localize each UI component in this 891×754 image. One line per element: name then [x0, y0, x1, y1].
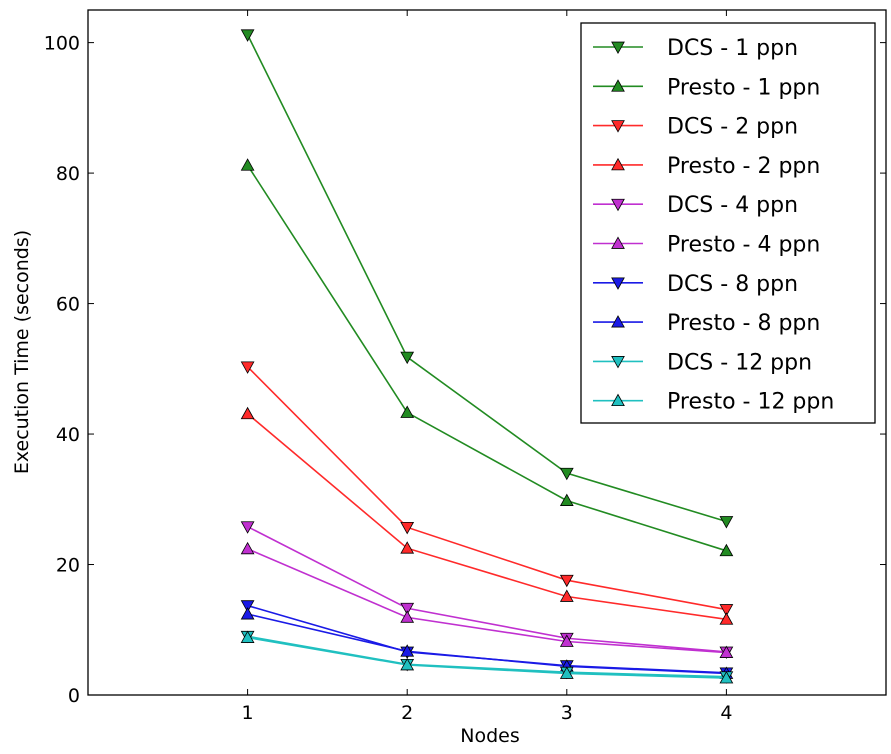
series-line [247, 604, 727, 674]
data-point [719, 516, 734, 529]
series-line [247, 548, 727, 654]
legend-box [580, 22, 876, 424]
y-tick-label: 0 [68, 685, 80, 707]
x-tick-label: 3 [561, 702, 573, 724]
series-line [247, 635, 727, 678]
series-line [247, 525, 727, 653]
data-point [559, 467, 574, 481]
data-point [559, 634, 574, 647]
data-point [400, 610, 415, 623]
data-point [719, 543, 734, 557]
data-point [719, 671, 734, 684]
legend-marker [611, 315, 625, 328]
legend-item: DCS - 2 ppn [593, 115, 798, 140]
data-point [719, 645, 734, 658]
legend-label: Presto - 4 ppn [667, 233, 820, 258]
legend-label: DCS - 4 ppn [667, 193, 798, 218]
data-point [240, 521, 255, 534]
series-line [247, 636, 727, 679]
legend-label: Presto - 1 ppn [667, 75, 820, 100]
legend-marker [611, 157, 625, 171]
legend-label: Presto - 8 ppn [667, 311, 820, 336]
legend-item: Presto - 4 ppn [593, 233, 820, 258]
legend-label: DCS - 8 ppn [667, 272, 798, 297]
data-point [559, 493, 574, 506]
data-point [400, 521, 415, 535]
series-line [247, 366, 727, 611]
y-tick-label: 80 [56, 163, 80, 185]
series-line [247, 613, 727, 675]
x-tick-label: 1 [242, 702, 254, 724]
legend-label: DCS - 12 ppn [667, 350, 812, 375]
y-tick-label: 40 [56, 424, 80, 446]
data-point [559, 666, 574, 679]
data-point [400, 541, 415, 554]
data-point [400, 405, 415, 418]
data-point [559, 589, 574, 602]
legend-marker [611, 236, 625, 249]
data-point [400, 644, 415, 657]
y-tick-label: 100 [44, 33, 80, 55]
data-point [240, 541, 255, 555]
legend-item: Presto - 1 ppn [593, 75, 820, 100]
x-axis-label: Nodes [460, 725, 520, 747]
legend-item: DCS - 1 ppn [593, 36, 798, 61]
legend-marker [611, 277, 625, 290]
legend-marker [611, 120, 625, 133]
legend: DCS - 1 ppn Presto - 1 ppn DCS - 2 ppn Pres… [580, 22, 876, 424]
legend-label: Presto - 2 ppn [667, 154, 820, 179]
data-point [240, 607, 255, 620]
legend-marker [611, 41, 625, 55]
legend-item: Presto - 8 ppn [593, 311, 820, 336]
data-point [400, 657, 415, 671]
data-point [240, 600, 255, 613]
y-axis-label: Execution Time (seconds) [11, 230, 33, 474]
legend-item: Presto - 12 ppn [593, 390, 834, 415]
data-point [559, 574, 574, 588]
series-line [246, 164, 727, 552]
data-point [240, 406, 255, 420]
legend-item: DCS - 8 ppn [593, 272, 798, 297]
legend-item: DCS - 4 ppn [593, 193, 798, 218]
x-tick-label: 2 [401, 702, 413, 724]
data-point [240, 29, 255, 42]
data-point [240, 158, 255, 171]
data-point [719, 604, 734, 617]
series-line [246, 34, 727, 523]
legend-marker [611, 79, 625, 92]
legend-label: Presto - 12 ppn [667, 390, 834, 415]
data-point [400, 602, 415, 616]
data-point [400, 351, 415, 365]
y-tick-label: 60 [56, 294, 80, 316]
series-line [247, 413, 727, 621]
plot-frame [87, 9, 887, 696]
legend-item: DCS - 12 ppn [593, 350, 812, 375]
legend-item: Presto - 2 ppn [593, 154, 820, 179]
data-point [240, 630, 255, 643]
legend-marker [611, 393, 625, 407]
legend-marker [611, 198, 625, 212]
x-tick-label: 4 [720, 702, 732, 724]
data-point [240, 361, 255, 374]
y-tick-label: 20 [56, 555, 80, 577]
legend-label: DCS - 2 ppn [667, 115, 798, 140]
legend-label: DCS - 1 ppn [667, 36, 798, 61]
data-point [719, 612, 734, 625]
legend-marker [611, 356, 625, 369]
